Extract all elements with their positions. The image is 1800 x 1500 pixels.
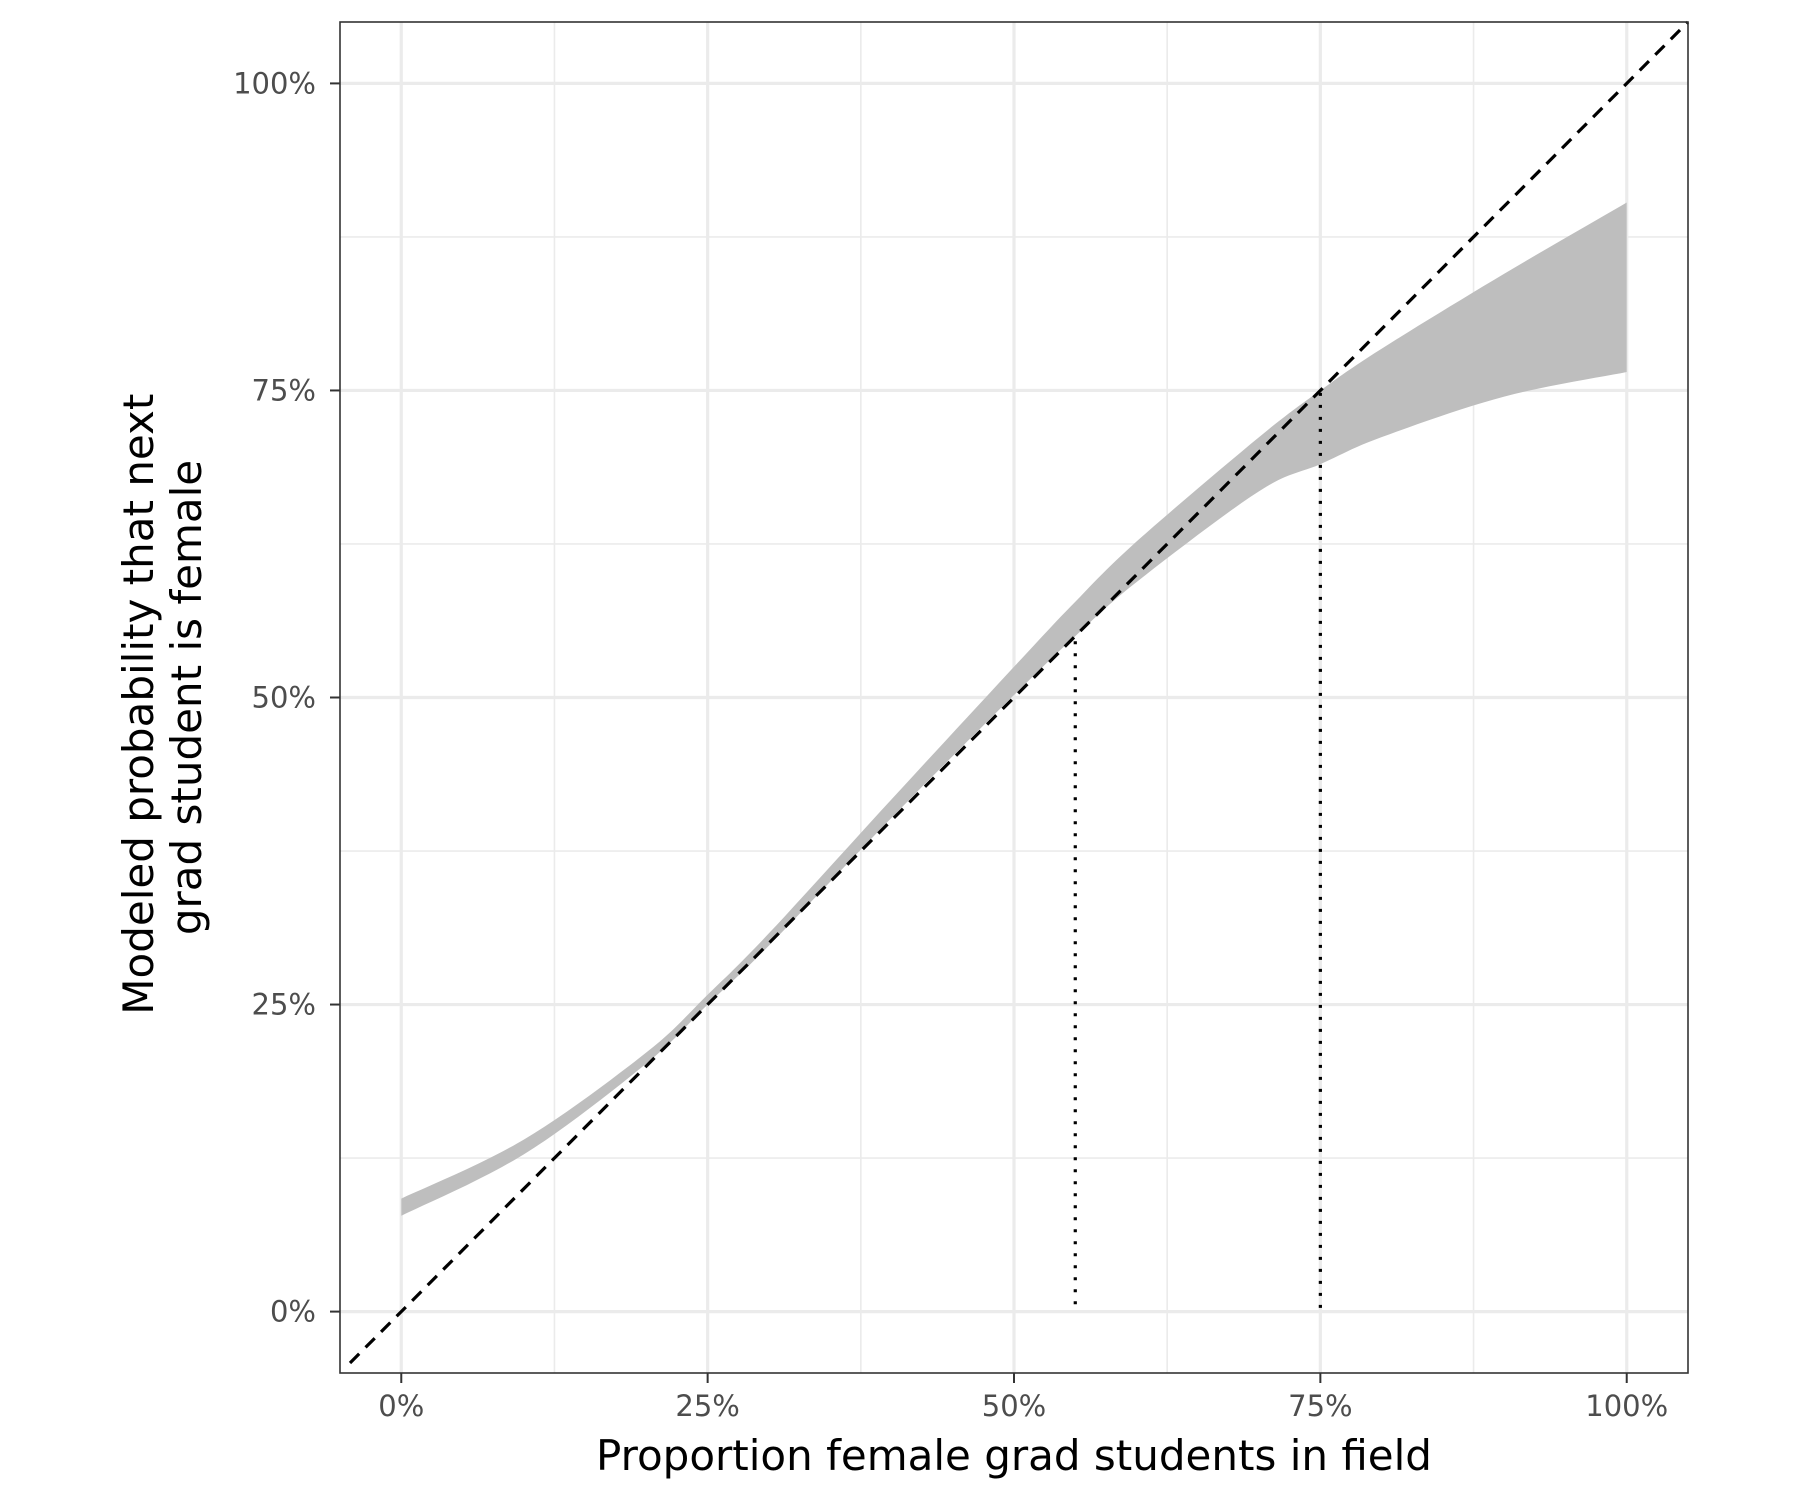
y-axis-title-line-2: grad student is female <box>162 460 211 935</box>
y-tick-label: 75% <box>252 373 316 407</box>
y-tick-label: 25% <box>252 988 316 1022</box>
x-axis-title: Proportion female grad students in field <box>596 1431 1432 1480</box>
y-tick-label: 100% <box>233 66 316 100</box>
y-tick-label: 50% <box>252 681 316 715</box>
x-tick-label: 0% <box>378 1389 424 1423</box>
x-tick-label: 100% <box>1585 1389 1668 1423</box>
reference-line-identity <box>348 20 1690 1365</box>
x-axis-ticks: 0% 25% 50% 75% 100% <box>378 1373 1668 1423</box>
lines-layer <box>348 20 1690 1365</box>
x-tick-label: 75% <box>1288 1389 1352 1423</box>
y-tick-label: 0% <box>270 1295 316 1329</box>
y-axis-title-line-1: Modeled probability that next <box>114 394 163 1015</box>
x-tick-label: 25% <box>675 1389 739 1423</box>
y-axis-ticks: 0% 25% 50% 75% 100% <box>233 66 340 1329</box>
x-tick-label: 50% <box>982 1389 1046 1423</box>
y-axis-title: Modeled probability that next grad stude… <box>114 380 211 1014</box>
major-grid <box>340 22 1688 1373</box>
